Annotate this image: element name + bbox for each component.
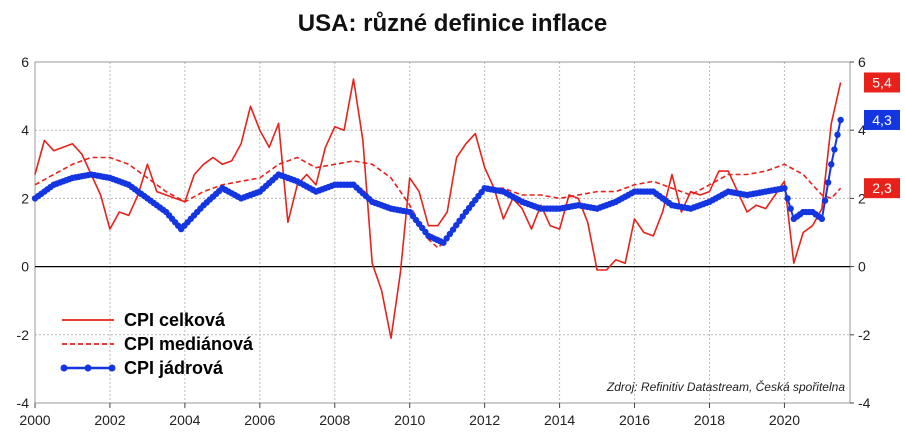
- end-value-badge: [864, 109, 900, 130]
- y-tick-label-left: -2: [17, 327, 30, 343]
- x-tick-label: 2012: [469, 412, 500, 428]
- y-tick-label-right: 2: [858, 190, 866, 206]
- x-tick-label: 2008: [319, 412, 350, 428]
- series-marker: [818, 215, 826, 223]
- series-layer: [31, 78, 844, 340]
- series-marker: [837, 116, 844, 124]
- legend-label: CPI mediánová: [124, 334, 254, 354]
- series-marker: [456, 217, 463, 225]
- label-layer: 5,4 2,3 4,3: [864, 72, 900, 199]
- series-line-1: [34, 78, 842, 340]
- end-value-badge: [864, 178, 900, 199]
- y-tick-label-right: -2: [858, 327, 871, 343]
- x-tick-label: 2014: [544, 412, 575, 428]
- series-marker: [828, 161, 835, 168]
- chart-title: USA: různé definice inflace: [297, 10, 608, 37]
- end-value-label: 2,3: [872, 180, 892, 196]
- series-marker: [453, 221, 460, 229]
- legend-marker: [84, 364, 92, 372]
- series-marker: [831, 146, 838, 153]
- legend-label: CPI celková: [124, 310, 226, 330]
- x-tick-label: 2010: [394, 412, 425, 428]
- series-marker: [449, 226, 457, 233]
- y-tick-label-right: 4: [858, 122, 866, 138]
- series-marker: [443, 235, 450, 242]
- x-tick-label: 2018: [694, 412, 725, 428]
- series-marker: [459, 213, 466, 220]
- y-tick-label-right: 6: [858, 54, 866, 70]
- source-note: Zdroj: Refinitiv Datastream, Česká spoři…: [606, 379, 845, 394]
- y-tick-label-right: -4: [858, 395, 871, 411]
- y-tick-label-right: 0: [858, 259, 866, 275]
- series-marker: [446, 230, 454, 238]
- series-marker: [821, 197, 829, 204]
- y-tick-label-left: 0: [21, 259, 29, 275]
- y-tick-label-left: 6: [21, 54, 29, 70]
- series-marker: [781, 184, 788, 192]
- series-marker: [784, 195, 791, 202]
- x-tick-label: 2002: [94, 412, 125, 428]
- y-tick-label-left: -4: [17, 395, 30, 411]
- series-marker: [440, 239, 447, 246]
- x-tick-label: 2000: [19, 412, 50, 428]
- plot-frame: [34, 61, 851, 404]
- y-tick-label-left: 2: [21, 190, 29, 206]
- end-value-label: 5,4: [872, 74, 892, 90]
- x-tick-label: 2020: [769, 412, 800, 428]
- legend-label: CPI jádrová: [124, 358, 224, 378]
- legend-layer: CPI celková CPI mediánová CPI jádrová: [60, 310, 254, 378]
- legend-marker: [108, 364, 116, 372]
- x-tick-label: 2016: [619, 412, 650, 428]
- series-marker: [787, 205, 794, 212]
- legend-marker: [60, 364, 68, 372]
- series-marker: [834, 131, 841, 138]
- x-tick-label: 2004: [169, 412, 200, 428]
- end-value-label: 4,3: [872, 112, 892, 128]
- series-marker: [824, 179, 832, 186]
- y-tick-label-left: 4: [21, 122, 29, 138]
- end-value-badge: [864, 72, 900, 93]
- x-tick-label: 2006: [244, 412, 275, 428]
